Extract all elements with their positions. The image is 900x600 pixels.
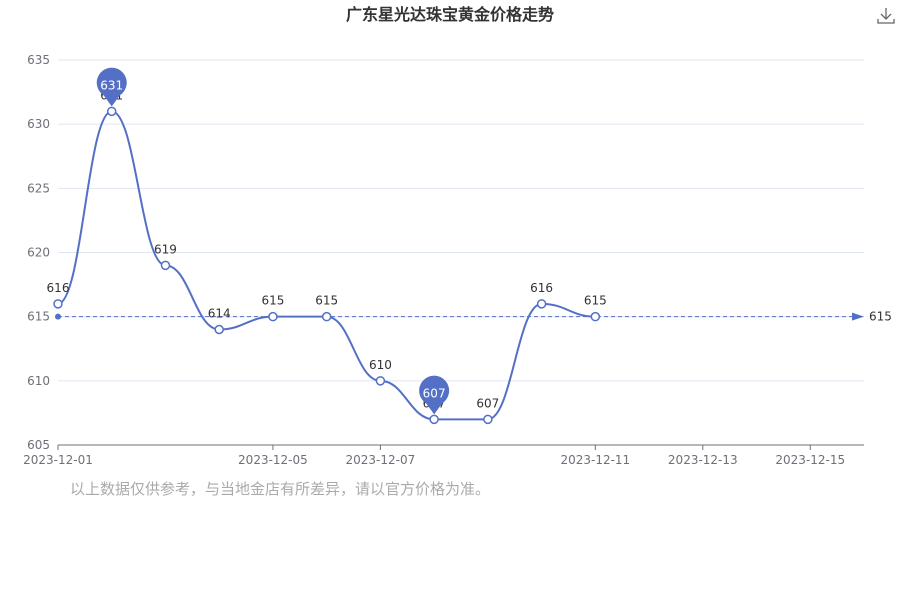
data-point <box>106 106 117 117</box>
grid-lines <box>58 59 864 382</box>
download-icon[interactable] <box>876 6 896 26</box>
data-label: 615 <box>261 294 284 308</box>
data-point <box>268 311 278 322</box>
data-point <box>590 311 601 322</box>
data-point <box>483 414 493 425</box>
y-tick-label: 615 <box>27 310 50 324</box>
y-tick-label: 605 <box>27 438 50 452</box>
data-point <box>321 311 332 322</box>
data-point <box>375 376 386 386</box>
x-tick-label: 2023-12-15 <box>775 453 845 467</box>
extreme-markers: 631 607 <box>96 67 450 415</box>
average-line-label: 615 <box>869 310 892 324</box>
x-tick-label: 2023-12-11 <box>560 453 630 467</box>
data-label: 614 <box>208 307 231 321</box>
data-label: 616 <box>47 281 70 295</box>
data-point <box>53 299 63 309</box>
price-series <box>53 106 601 425</box>
x-tick-label: 2023-12-13 <box>668 453 738 467</box>
data-label: 619 <box>154 242 177 256</box>
average-line-start <box>55 313 61 320</box>
average-line-arrow <box>852 312 864 321</box>
x-tick-label: 2023-12-05 <box>238 453 308 467</box>
y-axis: 605 610 615 620 625 630 635 <box>27 53 50 452</box>
min-marker-pin <box>419 375 450 415</box>
footnote: 以上数据仅供参考，与当地金店有所差异，请以官方价格为准。 <box>70 480 491 498</box>
y-tick-label: 620 <box>27 246 50 260</box>
average-line: 615 <box>55 310 892 324</box>
max-marker-label: 631 <box>100 78 123 92</box>
x-axis: 2023-12-01 2023-12-05 2023-12-07 2023-12-11… <box>23 444 864 467</box>
data-labels: 616631619614615615610607607616615 <box>47 88 607 410</box>
y-tick-label: 630 <box>27 117 50 131</box>
min-marker-label: 607 <box>423 386 446 400</box>
y-tick-label: 625 <box>27 181 50 195</box>
y-tick-label: 610 <box>27 374 50 388</box>
x-tick-label: 2023-12-01 <box>23 453 93 467</box>
y-tick-label: 635 <box>27 53 50 67</box>
series-line <box>57 110 596 421</box>
data-label: 615 <box>315 294 338 308</box>
data-label: 607 <box>476 396 499 410</box>
data-label: 615 <box>584 294 607 308</box>
data-label: 610 <box>369 358 392 372</box>
data-point <box>160 260 171 271</box>
data-label: 616 <box>530 281 553 295</box>
data-point <box>214 324 224 335</box>
data-point <box>429 414 439 425</box>
chart-title: 广东星光达珠宝黄金价格走势 <box>346 5 554 24</box>
max-marker-pin <box>96 67 127 107</box>
data-point <box>536 299 547 309</box>
x-tick-label: 2023-12-07 <box>346 453 416 467</box>
